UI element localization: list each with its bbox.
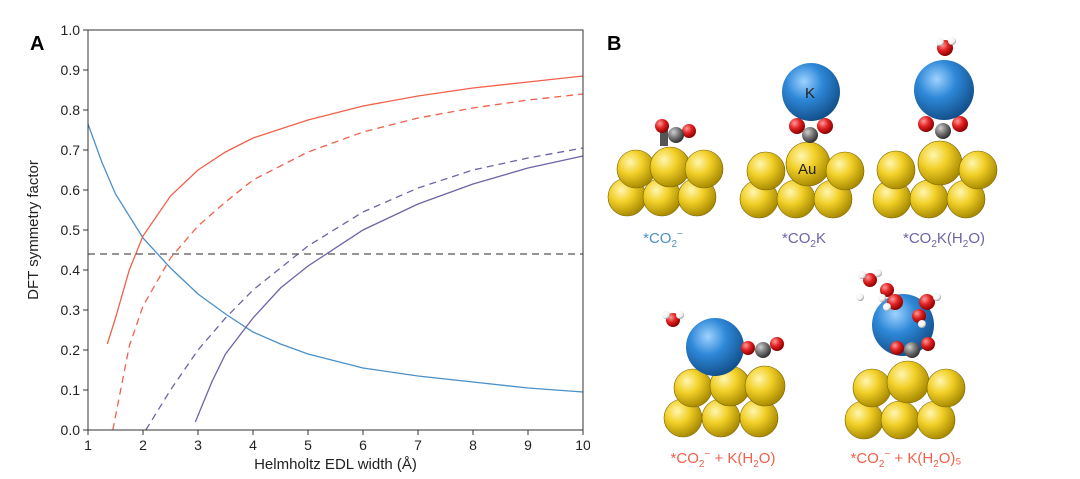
potassium-atom: [686, 318, 744, 376]
y-tick-label: 0.8: [61, 102, 81, 118]
structure-captions: *CO2− *CO2K *CO2K(H2O) *CO2− + K(H2O) *CO2− …: [643, 229, 985, 470]
structure-co2k-h2o: [872, 37, 998, 219]
gold-slab: [739, 141, 865, 219]
co2-molecule: [918, 116, 968, 139]
plot-frame: [87, 29, 584, 431]
molecular-structures: B Au: [607, 33, 998, 470]
y-tick-label: 0.9: [61, 62, 81, 78]
series-line-3: [112, 93, 584, 431]
y-tick-label: 0.1: [61, 382, 81, 398]
y-tick-label: 0.7: [61, 142, 81, 158]
series-layer: [87, 75, 584, 431]
x-tick-label: 8: [469, 437, 477, 453]
x-tick-label: 5: [304, 437, 312, 453]
x-tick-label: 6: [359, 437, 367, 453]
panel-letter-a: A: [30, 33, 44, 55]
caption-2: *CO2K: [782, 230, 826, 250]
series-line-4: [145, 147, 584, 431]
y-tick-label: 0.5: [61, 222, 81, 238]
x-tick-label: 9: [524, 437, 532, 453]
tick-layer: 1 2 3 4 5 6 7 8 9 10 0.0 0.1 0.2 0.3 0.4 0.5 0.6 0.7 0.8 0.…: [61, 22, 590, 453]
caption-3: *CO2K(H2O): [903, 230, 985, 250]
y-axis-title: DFT symmetry factor: [25, 160, 42, 300]
water-molecule: [662, 311, 684, 327]
x-tick-label: 10: [575, 437, 590, 453]
co2-molecule: [741, 337, 784, 358]
structure-co2-minus-k-h2o: [662, 311, 786, 438]
series-line-5: [194, 155, 584, 423]
structure-co2-minus: [607, 119, 724, 217]
structure-co2k: Au K: [739, 63, 865, 219]
structure-co2-minus-k-h2o5: [844, 269, 966, 440]
x-axis-title: Helmholtz EDL width (Å): [254, 456, 417, 473]
series-line-2: [106, 75, 584, 345]
x-tick-label: 3: [194, 437, 202, 453]
y-tick-label: 0.2: [61, 342, 81, 358]
co2-molecule: [789, 118, 833, 143]
potassium-atom: [914, 60, 974, 120]
co2-molecule: [890, 337, 935, 358]
x-tick-label: 4: [249, 437, 257, 453]
y-tick-label: 0.4: [61, 262, 81, 278]
y-tick-label: 0.6: [61, 182, 81, 198]
water-cluster: [856, 269, 941, 328]
caption-1: *CO2−: [643, 229, 683, 250]
x-tick-label: 1: [84, 437, 92, 453]
gold-slab: [663, 365, 786, 438]
atom-label-potassium: K: [805, 85, 815, 102]
gold-slab: [872, 140, 998, 219]
potassium-atom: [782, 63, 840, 121]
atom-label-gold: Au: [798, 161, 816, 178]
caption-4: *CO2− + K(H2O): [671, 449, 776, 470]
co2-molecule: [655, 119, 696, 146]
caption-5: *CO2− + K(H2O)₅: [851, 449, 962, 470]
x-tick-label: 2: [139, 437, 147, 453]
gold-slab: [844, 360, 966, 440]
y-tick-label: 1.0: [61, 22, 81, 38]
water-molecule: [936, 37, 956, 56]
series-line-1: [87, 123, 584, 393]
gold-slab: [607, 146, 724, 217]
symmetry-factor-chart: A 1 2 3 4 5 6 7 8 9 10 0.0 0.1 0.2 0.3 0.4 0.5 0.6 0.7 0.8…: [25, 22, 590, 473]
y-tick-label: 0.3: [61, 302, 81, 318]
y-tick-label: 0.0: [61, 422, 81, 438]
x-tick-label: 7: [414, 437, 422, 453]
panel-letter-b: B: [607, 33, 621, 55]
